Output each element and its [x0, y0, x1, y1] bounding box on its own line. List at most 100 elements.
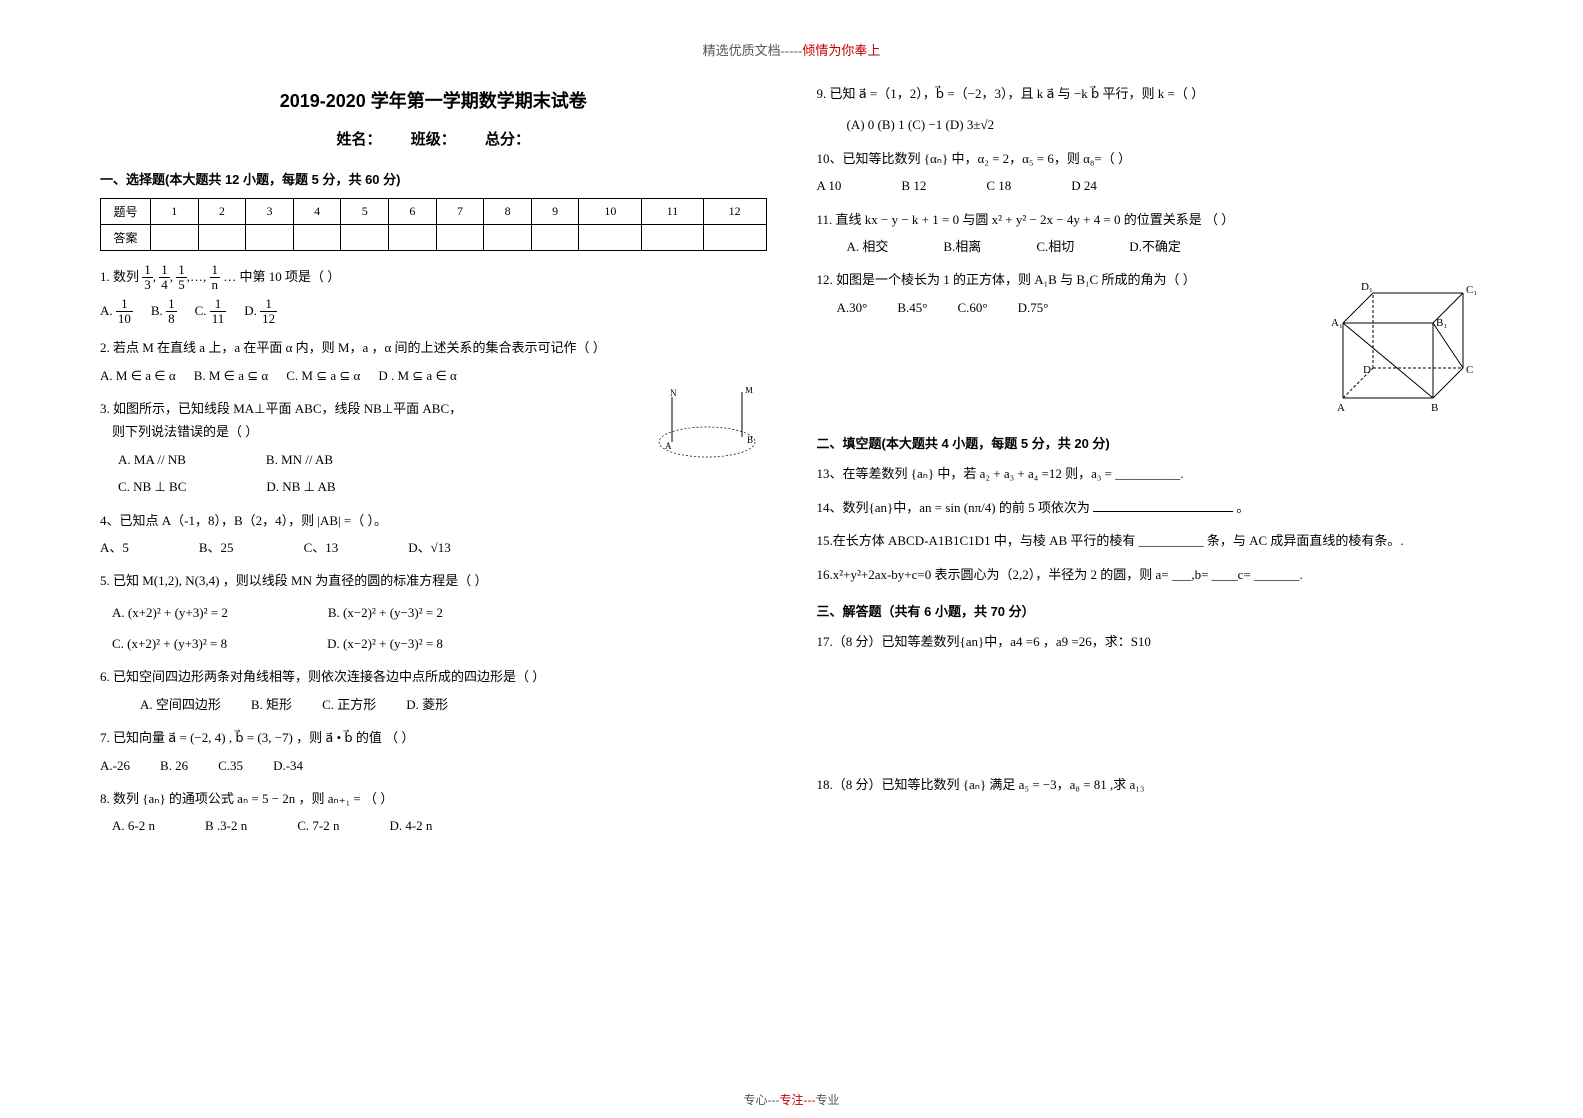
q3-opts-row2: C. NB ⊥ BC D. NB ⊥ AB [118, 475, 767, 498]
opt: D.不确定 [1129, 235, 1181, 258]
q1-stem-pre: 1. 数列 [100, 269, 139, 284]
page-header: 精选优质文档-----倾情为你奉上 [100, 40, 1483, 59]
question-13: 13、在等差数列 {aₙ} 中，若 a₂ + a₃ + a₄ =12 则，a₃ … [817, 462, 1484, 485]
question-15: 15.在长方体 ABCD-A1B1C1D1 中，与棱 AB 平行的棱有 ____… [817, 529, 1484, 552]
opt: A.-26 [100, 754, 130, 777]
score-label: 总分： [485, 131, 530, 148]
svg-text:A₁: A₁ [1331, 317, 1343, 329]
opt: B.45° [897, 296, 927, 319]
opt: D . M ⊆ a ∈ α [378, 364, 457, 387]
header-right: 倾情为你奉上 [802, 43, 880, 58]
q14-tail: 。 [1236, 500, 1249, 515]
page-footer: 专心---专注---专业 [0, 1091, 1583, 1108]
opt: D. 菱形 [406, 693, 448, 716]
th-label: 题号 [101, 199, 151, 225]
name-label: 姓名： [337, 131, 382, 148]
svg-text:B: B [1431, 402, 1438, 414]
opt: B 12 [901, 174, 926, 197]
section2-header: 二、填空题(本大题共 4 小题，每题 5 分，共 20 分) [817, 433, 1484, 452]
table-row: 题号 1 2 3 4 5 6 7 8 9 10 11 12 [101, 199, 767, 225]
svg-text:B₁: B₁ [1436, 317, 1447, 329]
th: 12 [703, 199, 766, 225]
q6-stem: 6. 已知空间四边形两条对角线相等，则依次连接各边中点所成的四边形是（ ） [100, 665, 767, 688]
th: 9 [531, 199, 579, 225]
th: 5 [341, 199, 389, 225]
svg-text:M: M [745, 387, 753, 395]
footer-mid: 专注--- [779, 1093, 815, 1107]
opt: D.-34 [273, 754, 303, 777]
q2-stem: 2. 若点 M 在直线 a 上，a 在平面 α 内，则 M，a ，α 间的上述关… [100, 336, 767, 359]
section1-header: 一、选择题(本大题共 12 小题，每题 5 分，共 60 分) [100, 169, 767, 188]
opt: A. (x+2)² + (y+3)² = 2 [112, 601, 228, 624]
opt: C. M ⊆ a ⊆ α [286, 364, 360, 387]
q12-options: A.30° B.45° C.60° D.75° [817, 296, 1314, 319]
opt: C. 7-2 n [297, 814, 339, 837]
opt: B. 矩形 [251, 693, 292, 716]
blank [1093, 499, 1233, 512]
q14-expr: sin (nπ/4) [945, 500, 995, 515]
opt: B、25 [199, 536, 234, 559]
th: 3 [246, 199, 294, 225]
table-row: 答案 [101, 225, 767, 251]
q9-options: (A) 0 (B) 1 (C) −1 (D) 3±√2 [817, 113, 1484, 136]
question-9: 9. 已知 a⃗ =（1，2），b⃗ =（−2，3），且 k a⃗ 与 −k b… [817, 82, 1484, 137]
q10-stem: 10、已知等比数列 {αₙ} 中，α₂ = 2，α₅ = 6，则 α₈=（ ） [817, 147, 1484, 170]
opt: C 18 [986, 174, 1011, 197]
q7-post: ，则 a⃗ • b⃗ 的值 （ ） [296, 730, 414, 745]
th: 11 [642, 199, 704, 225]
opt: B.相离 [943, 235, 981, 258]
question-10: 10、已知等比数列 {αₙ} 中，α₂ = 2，α₅ = 6，则 α₈=（ ） … [817, 147, 1484, 198]
question-11: 11. 直线 kx − y − k + 1 = 0 与圆 x² + y² − 2… [817, 208, 1484, 259]
opt: A、5 [100, 536, 129, 559]
question-8: 8. 数列 {aₙ} 的通项公式 aₙ = 5 − 2n ，则 aₙ₊₁ = （… [100, 787, 767, 838]
opt: D. (x−2)² + (y−3)² = 8 [327, 632, 443, 655]
svg-text:A: A [665, 441, 672, 451]
q8-options: A. 6-2 n B .3-2 n C. 7-2 n D. 4-2 n [100, 814, 767, 837]
opt: B .3-2 n [205, 814, 247, 837]
opt: C、13 [304, 536, 339, 559]
answer-table: 题号 1 2 3 4 5 6 7 8 9 10 11 12 答案 [100, 198, 767, 251]
opt: A. 相交 [847, 235, 889, 258]
svg-text:B: B [747, 435, 753, 445]
q5-stem: 5. 已知 M(1,2), N(3,4) ，则以线段 MN 为直径的圆的标准方程… [100, 569, 767, 592]
q5-opts-row2: C. (x+2)² + (y+3)² = 8 D. (x−2)² + (y−3)… [100, 632, 767, 655]
question-3: 3. 如图所示，已知线段 MA⊥平面 ABC，线段 NB⊥平面 ABC， 则下列… [100, 397, 767, 499]
q10-options: A 10 B 12 C 18 D 24 [817, 174, 1484, 197]
answer-label: 答案 [101, 225, 151, 251]
opt: C.35 [218, 754, 243, 777]
question-6: 6. 已知空间四边形两条对角线相等，则依次连接各边中点所成的四边形是（ ） A.… [100, 665, 767, 716]
question-5: 5. 已知 M(1,2), N(3,4) ，则以线段 MN 为直径的圆的标准方程… [100, 569, 767, 655]
exam-subtitle: 姓名： 班级： 总分： [100, 128, 767, 149]
th: 2 [198, 199, 246, 225]
q7-options: A.-26 B. 26 C.35 D.-34 [100, 754, 767, 777]
q1-stem-post: … 中第 10 项是（ ） [223, 269, 340, 284]
opt: A 10 [817, 174, 842, 197]
q4-options: A、5 B、25 C、13 D、√13 [100, 536, 767, 559]
question-4: 4、已知点 A（-1，8），B（2，4），则 |AB| =（ ）。 A、5 B、… [100, 509, 767, 560]
footer-right: 专业 [815, 1093, 839, 1107]
opt: C. 正方形 [322, 693, 376, 716]
opt: A. 6-2 n [112, 814, 155, 837]
q14-post: 的前 5 项依次为 [999, 500, 1090, 515]
class-label: 班级： [411, 131, 456, 148]
opt: B. MN // AB [266, 448, 333, 471]
th: 8 [484, 199, 532, 225]
opt: D.75° [1018, 296, 1049, 319]
th: 4 [293, 199, 341, 225]
opt: D 24 [1071, 174, 1097, 197]
q9-stem: 9. 已知 a⃗ =（1，2），b⃗ =（−2，3），且 k a⃗ 与 −k b… [817, 82, 1484, 105]
opt: A. MA // NB [118, 448, 186, 471]
right-column: 9. 已知 a⃗ =（1，2），b⃗ =（−2，3），且 k a⃗ 与 −k b… [817, 67, 1484, 848]
q6-options: A. 空间四边形 B. 矩形 C. 正方形 D. 菱形 [100, 693, 767, 716]
svg-text:D₁: D₁ [1361, 281, 1373, 293]
svg-text:N: N [670, 388, 677, 398]
opt: B. (x−2)² + (y−3)² = 2 [328, 601, 443, 624]
question-7: 7. 已知向量 a⃗ = (−2, 4) , b⃗ = (3, −7) ，则 a… [100, 726, 767, 777]
svg-text:A: A [1337, 402, 1345, 414]
question-17: 17.（8 分）已知等差数列{an}中，a4 =6 ，a9 =26，求：S10 [817, 630, 1484, 653]
left-column: 2019-2020 学年第一学期数学期末试卷 姓名： 班级： 总分： 一、选择题… [100, 67, 767, 848]
th: 6 [389, 199, 437, 225]
opt: C. (x+2)² + (y+3)² = 8 [112, 632, 227, 655]
q5-opts-row1: A. (x+2)² + (y+3)² = 2 B. (x−2)² + (y−3)… [100, 601, 767, 624]
exam-title: 2019-2020 学年第一学期数学期末试卷 [100, 87, 767, 113]
